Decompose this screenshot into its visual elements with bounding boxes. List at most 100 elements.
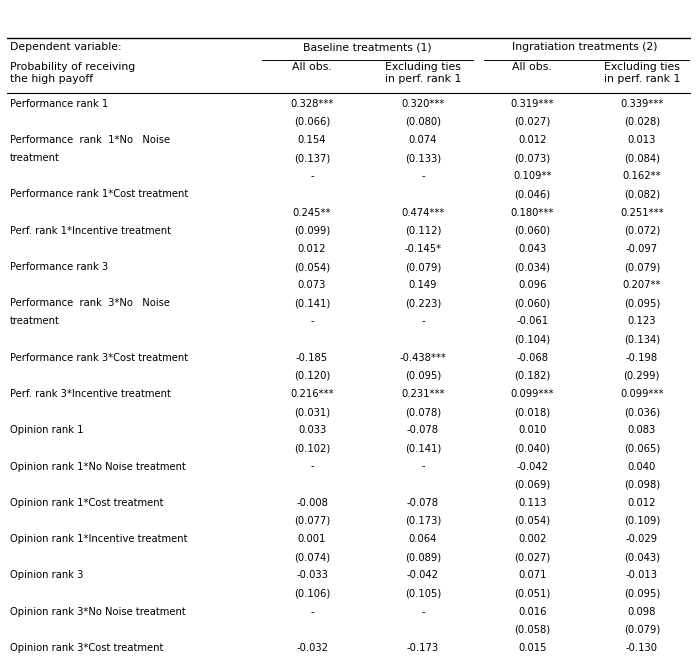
Text: (0.105): (0.105) bbox=[405, 588, 441, 598]
Text: (0.095): (0.095) bbox=[623, 298, 660, 308]
Text: -: - bbox=[310, 171, 314, 181]
Text: (0.095): (0.095) bbox=[623, 588, 660, 598]
Text: 0.328***: 0.328*** bbox=[290, 98, 334, 109]
Text: (0.104): (0.104) bbox=[514, 334, 551, 344]
Text: (0.077): (0.077) bbox=[294, 516, 330, 526]
Text: 0.083: 0.083 bbox=[628, 425, 656, 435]
Text: (0.141): (0.141) bbox=[294, 298, 330, 308]
Text: (0.120): (0.120) bbox=[294, 371, 330, 381]
Text: (0.073): (0.073) bbox=[514, 153, 551, 163]
Text: 0.013: 0.013 bbox=[628, 135, 656, 145]
Text: Performance rank 1*Cost treatment: Performance rank 1*Cost treatment bbox=[10, 190, 188, 200]
Text: Performance rank 3*Cost treatment: Performance rank 3*Cost treatment bbox=[10, 353, 188, 363]
Text: Performance rank 1: Performance rank 1 bbox=[10, 98, 108, 109]
Text: 0.010: 0.010 bbox=[518, 425, 547, 435]
Text: 0.162**: 0.162** bbox=[623, 171, 661, 181]
Text: (0.141): (0.141) bbox=[405, 444, 441, 453]
Text: (0.054): (0.054) bbox=[514, 516, 551, 526]
Text: (0.046): (0.046) bbox=[514, 190, 551, 200]
Text: 0.073: 0.073 bbox=[298, 280, 326, 290]
Text: -0.130: -0.130 bbox=[626, 643, 658, 653]
Text: -0.097: -0.097 bbox=[625, 244, 658, 254]
Text: -: - bbox=[310, 607, 314, 617]
Text: 0.064: 0.064 bbox=[409, 534, 437, 544]
Text: 0.012: 0.012 bbox=[628, 498, 656, 508]
Text: 0.096: 0.096 bbox=[518, 280, 547, 290]
Text: 0.012: 0.012 bbox=[298, 244, 326, 254]
Text: (0.054): (0.054) bbox=[294, 262, 330, 272]
Text: (0.034): (0.034) bbox=[514, 262, 550, 272]
Text: (0.018): (0.018) bbox=[514, 407, 551, 417]
Text: (0.028): (0.028) bbox=[624, 117, 660, 127]
Text: (0.106): (0.106) bbox=[294, 588, 330, 598]
Text: Probability of receiving
the high payoff: Probability of receiving the high payoff bbox=[10, 61, 135, 85]
Text: Perf. rank 3*Incentive treatment: Perf. rank 3*Incentive treatment bbox=[10, 389, 170, 399]
Text: (0.080): (0.080) bbox=[405, 117, 441, 127]
Text: 0.154: 0.154 bbox=[298, 135, 326, 145]
Text: 0.231***: 0.231*** bbox=[401, 389, 445, 399]
Text: 0.109**: 0.109** bbox=[513, 171, 551, 181]
Text: -0.068: -0.068 bbox=[517, 353, 549, 363]
Text: Perf. rank 1*Incentive treatment: Perf. rank 1*Incentive treatment bbox=[10, 226, 171, 236]
Text: Opinion rank 3*No Noise treatment: Opinion rank 3*No Noise treatment bbox=[10, 607, 186, 617]
Text: (0.173): (0.173) bbox=[405, 516, 441, 526]
Text: (0.060): (0.060) bbox=[514, 226, 551, 236]
Text: 0.149: 0.149 bbox=[408, 280, 437, 290]
Text: (0.095): (0.095) bbox=[405, 371, 441, 381]
Text: (0.027): (0.027) bbox=[514, 117, 551, 127]
Text: 0.002: 0.002 bbox=[518, 534, 547, 544]
Text: 0.339***: 0.339*** bbox=[620, 98, 664, 109]
Text: -0.078: -0.078 bbox=[407, 498, 439, 508]
Text: -0.438***: -0.438*** bbox=[399, 353, 446, 363]
Text: Performance  rank  1*No   Noise: Performance rank 1*No Noise bbox=[10, 135, 170, 145]
Text: All obs.: All obs. bbox=[292, 61, 332, 71]
Text: -: - bbox=[310, 461, 314, 471]
Text: (0.079): (0.079) bbox=[623, 262, 660, 272]
Text: -0.185: -0.185 bbox=[296, 353, 328, 363]
Text: (0.031): (0.031) bbox=[294, 407, 330, 417]
Text: 0.015: 0.015 bbox=[518, 643, 547, 653]
Text: (0.060): (0.060) bbox=[514, 298, 551, 308]
Text: 0.207**: 0.207** bbox=[623, 280, 661, 290]
Text: (0.027): (0.027) bbox=[514, 552, 551, 563]
Text: (0.069): (0.069) bbox=[514, 480, 551, 490]
Text: Dependent variable:: Dependent variable: bbox=[10, 42, 121, 52]
Text: 0.016: 0.016 bbox=[518, 607, 547, 617]
Text: (0.102): (0.102) bbox=[294, 444, 330, 453]
Text: 0.180***: 0.180*** bbox=[511, 208, 554, 217]
Text: (0.082): (0.082) bbox=[624, 190, 660, 200]
Text: (0.134): (0.134) bbox=[624, 334, 660, 344]
Text: Opinion rank 3*Cost treatment: Opinion rank 3*Cost treatment bbox=[10, 643, 163, 653]
Text: 0.319***: 0.319*** bbox=[510, 98, 554, 109]
Text: -0.061: -0.061 bbox=[517, 317, 549, 327]
Text: Baseline treatments (1): Baseline treatments (1) bbox=[304, 42, 432, 52]
Text: (0.072): (0.072) bbox=[623, 226, 660, 236]
Text: -0.173: -0.173 bbox=[407, 643, 439, 653]
Text: (0.299): (0.299) bbox=[623, 371, 660, 381]
Text: 0.074: 0.074 bbox=[409, 135, 437, 145]
Text: (0.051): (0.051) bbox=[514, 588, 551, 598]
Text: 0.474***: 0.474*** bbox=[401, 208, 445, 217]
Text: -0.145*: -0.145* bbox=[404, 244, 441, 254]
Text: -0.008: -0.008 bbox=[296, 498, 328, 508]
Text: 0.098: 0.098 bbox=[628, 607, 656, 617]
Text: -0.198: -0.198 bbox=[625, 353, 658, 363]
Text: 0.099***: 0.099*** bbox=[620, 389, 664, 399]
Text: 0.320***: 0.320*** bbox=[401, 98, 445, 109]
Text: -: - bbox=[421, 317, 424, 327]
Text: (0.084): (0.084) bbox=[624, 153, 660, 163]
Text: Ingratiation treatments (2): Ingratiation treatments (2) bbox=[512, 42, 658, 52]
Text: Opinion rank 3: Opinion rank 3 bbox=[10, 570, 83, 580]
Text: treatment: treatment bbox=[10, 317, 59, 327]
Text: (0.137): (0.137) bbox=[294, 153, 330, 163]
Text: (0.133): (0.133) bbox=[405, 153, 441, 163]
Text: 0.245**: 0.245** bbox=[293, 208, 332, 217]
Text: (0.079): (0.079) bbox=[405, 262, 441, 272]
Text: 0.216***: 0.216*** bbox=[290, 389, 334, 399]
Text: Opinion rank 1*No Noise treatment: Opinion rank 1*No Noise treatment bbox=[10, 461, 186, 471]
Text: -: - bbox=[421, 171, 424, 181]
Text: Excluding ties
in perf. rank 1: Excluding ties in perf. rank 1 bbox=[604, 61, 680, 85]
Text: Opinion rank 1: Opinion rank 1 bbox=[10, 425, 83, 435]
Text: 0.033: 0.033 bbox=[298, 425, 326, 435]
Text: -0.078: -0.078 bbox=[407, 425, 439, 435]
